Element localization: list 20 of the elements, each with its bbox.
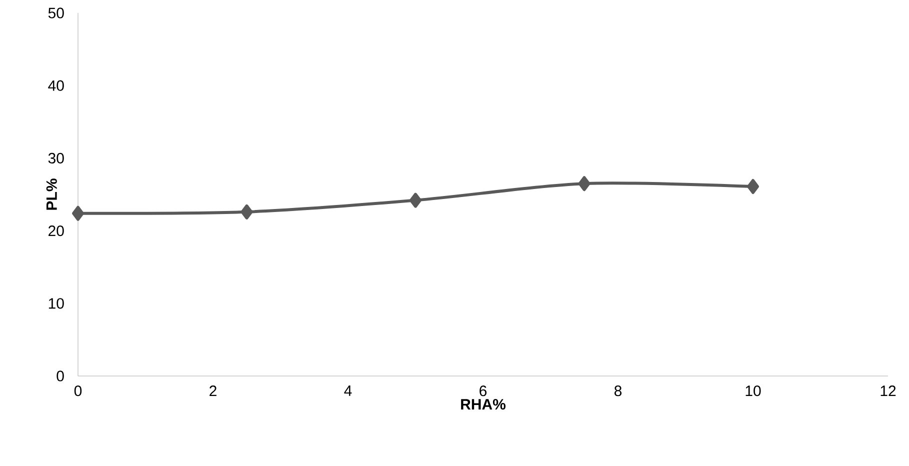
y-tick-label: 0 bbox=[56, 370, 64, 382]
x-axis-title: RHA% bbox=[461, 399, 506, 410]
y-axis-title: PL% bbox=[46, 178, 57, 210]
x-tick-label: 8 bbox=[614, 386, 622, 396]
y-tick-label: 10 bbox=[48, 298, 64, 309]
point bbox=[240, 204, 253, 220]
x-tick-label: 0 bbox=[74, 386, 82, 396]
x-tick-label: 2 bbox=[210, 386, 216, 396]
x-tick-label: 10 bbox=[746, 386, 761, 396]
y-tick-label: 30 bbox=[48, 152, 64, 164]
x-tick-label: 4 bbox=[344, 386, 352, 396]
point bbox=[578, 176, 590, 192]
y-tick-label: 20 bbox=[48, 225, 64, 236]
y-tick-label: 50 bbox=[48, 8, 64, 18]
point bbox=[72, 206, 84, 221]
x-tick-label: 12 bbox=[880, 386, 896, 396]
point bbox=[410, 192, 422, 208]
point bbox=[747, 179, 760, 194]
y-tick-label: 40 bbox=[48, 80, 64, 91]
x-tick-label: 6 bbox=[480, 386, 487, 396]
